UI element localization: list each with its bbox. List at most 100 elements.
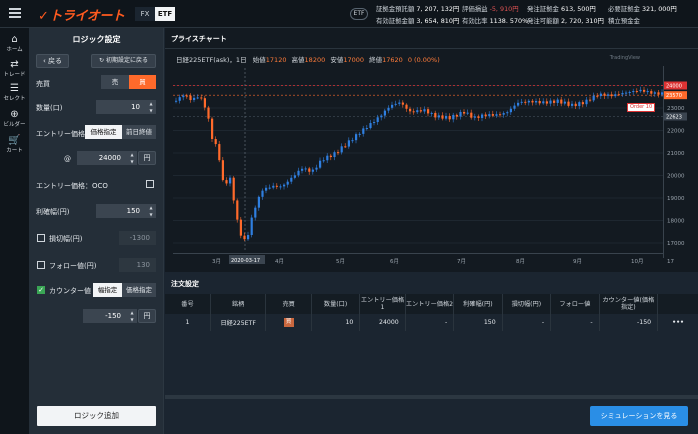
candle-body bbox=[401, 102, 404, 105]
follow-checkbox[interactable] bbox=[37, 261, 45, 269]
candle-body bbox=[535, 101, 538, 103]
candle-body bbox=[459, 111, 462, 117]
crosshair-date-badge bbox=[229, 255, 265, 264]
table-row[interactable]: 1 日経225ETF 買 10 24000 - 150 - - -150 ••• bbox=[165, 314, 698, 331]
nav-cart[interactable]: 🛒 カート bbox=[0, 135, 29, 154]
nav-trade[interactable]: ⇄ トレード bbox=[0, 59, 29, 78]
nav-home[interactable]: ⌂ ホーム bbox=[0, 34, 29, 53]
qty-input[interactable]: 10 bbox=[96, 100, 146, 114]
candle-body bbox=[567, 101, 570, 106]
take-profit-stepper[interactable]: ▲ ▼ bbox=[146, 204, 156, 218]
candle-body bbox=[301, 168, 304, 171]
take-profit-input[interactable]: 150 bbox=[96, 204, 146, 218]
oco-checkbox[interactable] bbox=[146, 180, 154, 188]
add-logic-button[interactable]: ロジック追加 bbox=[37, 406, 156, 426]
price-level-label: 23570 bbox=[666, 93, 682, 99]
counter-checkbox[interactable]: ✓ bbox=[37, 286, 45, 294]
refresh-icon: ↻ bbox=[99, 57, 106, 64]
candle-body bbox=[556, 99, 559, 103]
counter-price-option[interactable]: 価格指定 bbox=[122, 283, 156, 297]
stat-savings: 積立預金金 bbox=[608, 17, 640, 25]
buy-toggle[interactable]: 買 bbox=[129, 75, 156, 89]
row-counter: -150 bbox=[599, 314, 659, 331]
candle-body bbox=[538, 101, 541, 104]
entry-price-specified-option[interactable]: 価格指定 bbox=[85, 125, 122, 139]
candlestick-chart[interactable]: 24000 23000 22000 21000 20000 19000 18000 17000… bbox=[165, 28, 698, 272]
candle-body bbox=[207, 107, 210, 119]
tab-etf[interactable]: ETF bbox=[155, 7, 175, 21]
col-actions bbox=[657, 294, 698, 314]
entry-price-stepper[interactable]: ▲ ▼ bbox=[127, 151, 137, 165]
candle-body bbox=[506, 112, 509, 114]
row-more-icon[interactable]: ••• bbox=[672, 319, 684, 326]
candle-body bbox=[484, 114, 487, 117]
date-tick-label: 4月 bbox=[275, 258, 284, 265]
stop-loss-checkbox[interactable] bbox=[37, 234, 45, 242]
row-stop-loss: - bbox=[502, 314, 552, 331]
nav-select[interactable]: ☰ セレクト bbox=[0, 83, 29, 102]
candle-body bbox=[646, 91, 649, 93]
candle-body bbox=[571, 103, 574, 106]
candle-body bbox=[545, 101, 548, 104]
candle-body bbox=[412, 111, 415, 113]
col-name: 銘柄 bbox=[210, 294, 267, 314]
chart-tab[interactable]: プライスチャート bbox=[171, 35, 227, 43]
simulate-button[interactable]: シミュレーションを見る bbox=[590, 406, 688, 426]
candle-body bbox=[427, 109, 430, 114]
candle-body bbox=[499, 114, 502, 116]
yen-unit-counter: 円 bbox=[138, 309, 156, 323]
candle-body bbox=[308, 168, 311, 172]
counter-stepper[interactable]: ▲ ▼ bbox=[127, 309, 137, 323]
date-tick-label: 17 bbox=[667, 259, 674, 265]
entry-prev-close-option[interactable]: 前日終値 bbox=[122, 125, 156, 139]
counter-input[interactable]: -150 bbox=[83, 309, 127, 323]
candle-body bbox=[437, 115, 440, 118]
col-counter: カウンター値(価格指定) bbox=[599, 294, 659, 314]
candle-body bbox=[661, 92, 664, 95]
candle-body bbox=[491, 114, 494, 116]
candle-body bbox=[473, 116, 476, 118]
counter-width-option[interactable]: 幅指定 bbox=[93, 283, 122, 297]
take-profit-label: 利確幅(円) bbox=[36, 208, 70, 216]
candle-body bbox=[358, 133, 361, 135]
candle-body bbox=[574, 103, 577, 107]
candle-body bbox=[185, 95, 188, 97]
candle-body bbox=[430, 112, 433, 114]
trade-icon: ⇄ bbox=[10, 59, 19, 70]
tab-fx[interactable]: FX bbox=[135, 7, 155, 21]
candle-body bbox=[391, 104, 394, 108]
tradingview-watermark: TradingView bbox=[609, 55, 640, 61]
candle-body bbox=[283, 184, 286, 187]
candle-body bbox=[189, 95, 192, 101]
reset-button[interactable]: ↻ 初期設定に戻る bbox=[91, 54, 156, 68]
candle-body bbox=[261, 190, 264, 197]
candle-body bbox=[365, 128, 368, 130]
entry-price-input[interactable]: 24000 bbox=[77, 151, 127, 165]
orders-tab[interactable]: 注文設定 bbox=[171, 280, 199, 288]
stat-pnl: 評価損益 -5, 910円 bbox=[462, 5, 519, 13]
follow-input[interactable]: 130 bbox=[119, 258, 156, 272]
order-line-tag[interactable]: Order 10 bbox=[627, 103, 656, 112]
stat-effective-ratio: 有効比率 1138. 570% bbox=[462, 17, 529, 25]
logo[interactable]: ✓トライオート bbox=[38, 9, 125, 24]
sell-toggle[interactable]: 売 bbox=[101, 75, 129, 89]
hamburger-menu-icon[interactable] bbox=[9, 8, 21, 18]
col-entry1: エントリー価格1 bbox=[359, 294, 406, 314]
candle-body bbox=[423, 109, 426, 112]
date-tick-label: 8月 bbox=[516, 258, 525, 265]
candle-body bbox=[203, 98, 206, 108]
col-take-profit: 利確幅(円) bbox=[453, 294, 503, 314]
date-tick-label: 3月 bbox=[212, 258, 221, 265]
back-button[interactable]: ‹ 戻る bbox=[36, 54, 69, 68]
stop-loss-input[interactable]: -1300 bbox=[119, 231, 156, 245]
candle-body bbox=[383, 110, 386, 116]
nav-builder[interactable]: ⊕ ビルダー bbox=[0, 109, 29, 128]
horizontal-scrollbar[interactable] bbox=[165, 395, 698, 399]
candle-body bbox=[463, 111, 466, 114]
candle-body bbox=[268, 187, 271, 189]
candle-body bbox=[315, 167, 318, 170]
qty-stepper[interactable]: ▲ ▼ bbox=[146, 100, 156, 114]
stat-order-margin: 発注証拠金 613, 500円 bbox=[527, 5, 596, 13]
candle-body bbox=[369, 123, 372, 129]
candle-body bbox=[448, 115, 451, 120]
